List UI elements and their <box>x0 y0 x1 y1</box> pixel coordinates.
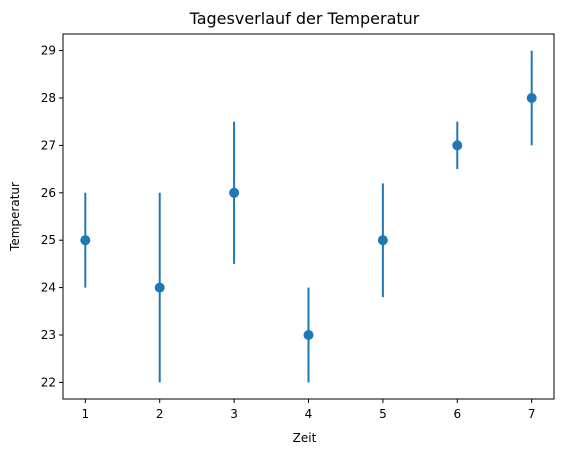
plot-area <box>80 50 537 383</box>
x-tick-label: 5 <box>379 407 387 421</box>
data-point <box>377 235 388 246</box>
data-point <box>526 92 537 103</box>
y-tick-label: 22 <box>41 375 56 389</box>
y-tick-label: 27 <box>41 138 56 152</box>
data-point <box>154 282 165 293</box>
x-tick-label: 7 <box>528 407 536 421</box>
data-point <box>303 330 314 341</box>
data-point <box>80 235 91 246</box>
x-tick-label: 2 <box>156 407 164 421</box>
x-tick-label: 4 <box>305 407 313 421</box>
y-tick-label: 28 <box>41 91 56 105</box>
data-point <box>452 140 463 151</box>
y-axis-label: Temperatur <box>8 182 22 252</box>
x-tick-label: 6 <box>453 407 461 421</box>
data-point <box>229 187 240 198</box>
y-tick-label: 26 <box>41 186 56 200</box>
x-axis-label: Zeit <box>293 431 317 445</box>
x-tick-label: 3 <box>230 407 238 421</box>
y-tick-label: 29 <box>41 44 56 58</box>
x-tick-label: 1 <box>81 407 89 421</box>
y-axis: 22 23 24 25 26 27 28 29 <box>41 44 63 389</box>
chart-title: Tagesverlauf der Temperatur <box>189 9 420 28</box>
y-tick-label: 23 <box>41 328 56 342</box>
y-tick-label: 24 <box>41 281 56 295</box>
y-tick-label: 25 <box>41 233 56 247</box>
x-axis: 1 2 3 4 5 6 7 <box>81 399 536 421</box>
